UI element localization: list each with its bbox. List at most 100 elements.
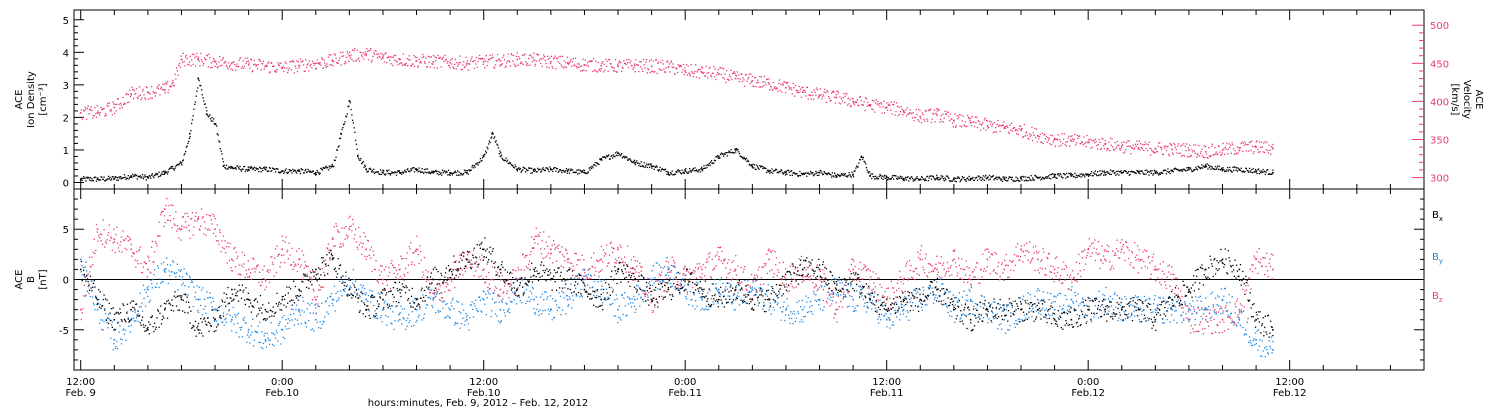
velocity-series-point	[166, 81, 169, 83]
ion-density-series-point	[172, 165, 174, 168]
ion-density-series-point	[1049, 174, 1051, 176]
bz-series-point	[1087, 247, 1090, 250]
bz-series-point	[943, 268, 945, 270]
ion-density-series-point	[970, 177, 973, 180]
velocity-series-point	[775, 88, 777, 90]
bz-series-point	[1268, 262, 1270, 264]
velocity-series-point	[982, 127, 985, 129]
ion-density-series-point	[268, 167, 271, 169]
ion-density-series-point	[851, 171, 853, 173]
velocity-series-point	[740, 73, 742, 75]
ion-density-series-point	[658, 169, 660, 171]
velocity-series-point	[167, 92, 169, 94]
ion-density-series-point	[821, 172, 823, 174]
bz-series-point	[1116, 239, 1118, 241]
velocity-series-point	[927, 109, 929, 111]
bz-series-point	[948, 270, 950, 272]
ion-density-series-point	[201, 94, 203, 96]
ion-density-series-point	[824, 172, 826, 174]
velocity-series-point	[435, 57, 438, 59]
bz-series-point	[685, 270, 688, 272]
velocity-series-point	[665, 67, 667, 69]
bz-series-point	[568, 258, 570, 260]
ion-density-series-point	[1242, 171, 1244, 173]
velocity-series-point	[973, 121, 975, 123]
ion-density-series-point	[108, 178, 110, 180]
bz-series-point	[882, 294, 884, 297]
bz-series-point	[645, 292, 647, 294]
velocity-series-point	[177, 74, 179, 76]
ion-density-series-point	[1038, 177, 1041, 179]
bz-series-point	[163, 225, 165, 228]
ion-density-series-point	[1059, 173, 1061, 175]
ion-density-series-point	[911, 176, 913, 178]
velocity-series-point	[191, 53, 194, 55]
velocity-series-point	[1044, 138, 1047, 140]
bz-series-point	[146, 276, 148, 278]
bz-series-point	[719, 247, 721, 249]
ion-density-series-point	[664, 168, 667, 170]
ion-density-series-point	[895, 175, 897, 177]
ion-density-series-value-point	[298, 170, 300, 172]
ion-density-series-point	[670, 172, 672, 174]
ion-density-series-point	[553, 168, 555, 170]
bz-series-point	[161, 210, 163, 212]
bz-series-point	[717, 246, 719, 249]
velocity-series-point	[1010, 129, 1012, 131]
ion-density-series-point	[524, 167, 526, 170]
ion-density-series-point	[1077, 174, 1079, 177]
velocity-series-point	[844, 95, 846, 97]
velocity-series-point	[375, 50, 377, 52]
ion-density-series-point	[998, 176, 1001, 178]
ion-density-series-point	[446, 171, 448, 173]
bz-series-point	[817, 288, 819, 290]
velocity-series-point	[1050, 143, 1053, 146]
bz-series-point	[745, 288, 747, 290]
bz-series-point	[563, 256, 565, 258]
ion-density-series-point	[1032, 177, 1034, 179]
velocity-series-point	[522, 54, 524, 56]
velocity-series-point	[663, 68, 665, 70]
bz-series-point	[583, 271, 586, 274]
velocity-series-point	[389, 56, 392, 58]
ion-density-series-point	[235, 168, 237, 170]
velocity-series-point	[1091, 146, 1093, 148]
ion-density-series-point	[548, 170, 550, 173]
velocity-series-point	[243, 67, 245, 69]
bz-series-point	[618, 261, 620, 263]
velocity-series-point	[540, 62, 542, 65]
velocity-series-point	[345, 56, 348, 58]
bz-series-point	[568, 267, 571, 269]
bz-series-point	[136, 260, 138, 262]
bz-series-point	[444, 291, 446, 293]
ion-density-series-value-point	[583, 171, 586, 174]
velocity-series-point	[714, 68, 716, 70]
velocity-series-point	[153, 92, 155, 94]
bz-series-point	[1141, 259, 1143, 261]
bz-series-point	[1137, 245, 1139, 247]
ion-density-series-point	[1152, 173, 1155, 175]
velocity-series-point	[645, 58, 648, 61]
bz-series-point	[638, 272, 640, 274]
ion-density-series-point	[973, 179, 975, 182]
ion-density-series-point	[1062, 177, 1064, 179]
ion-density-series-point	[521, 170, 523, 172]
ion-density-series-point	[1014, 180, 1016, 182]
ion-density-series-point	[1109, 173, 1111, 175]
bz-series-point	[1183, 317, 1185, 320]
velocity-series-point	[753, 85, 755, 88]
ion-density-series-point	[269, 167, 271, 169]
bz-series-point	[818, 287, 821, 289]
velocity-series-point	[253, 59, 255, 62]
bz-series-point	[665, 260, 667, 262]
bz-series-point	[700, 266, 702, 268]
ion-density-series-point	[951, 180, 953, 182]
bz-series-point	[1053, 272, 1056, 274]
ion-density-series-value-point	[281, 170, 284, 172]
velocity-series-point	[580, 65, 583, 67]
bz-series-point	[624, 256, 626, 258]
bz-series-point	[934, 267, 936, 269]
velocity-series-point	[1065, 141, 1067, 143]
bz-series-point	[1228, 316, 1230, 318]
bz-series-point	[122, 230, 124, 232]
